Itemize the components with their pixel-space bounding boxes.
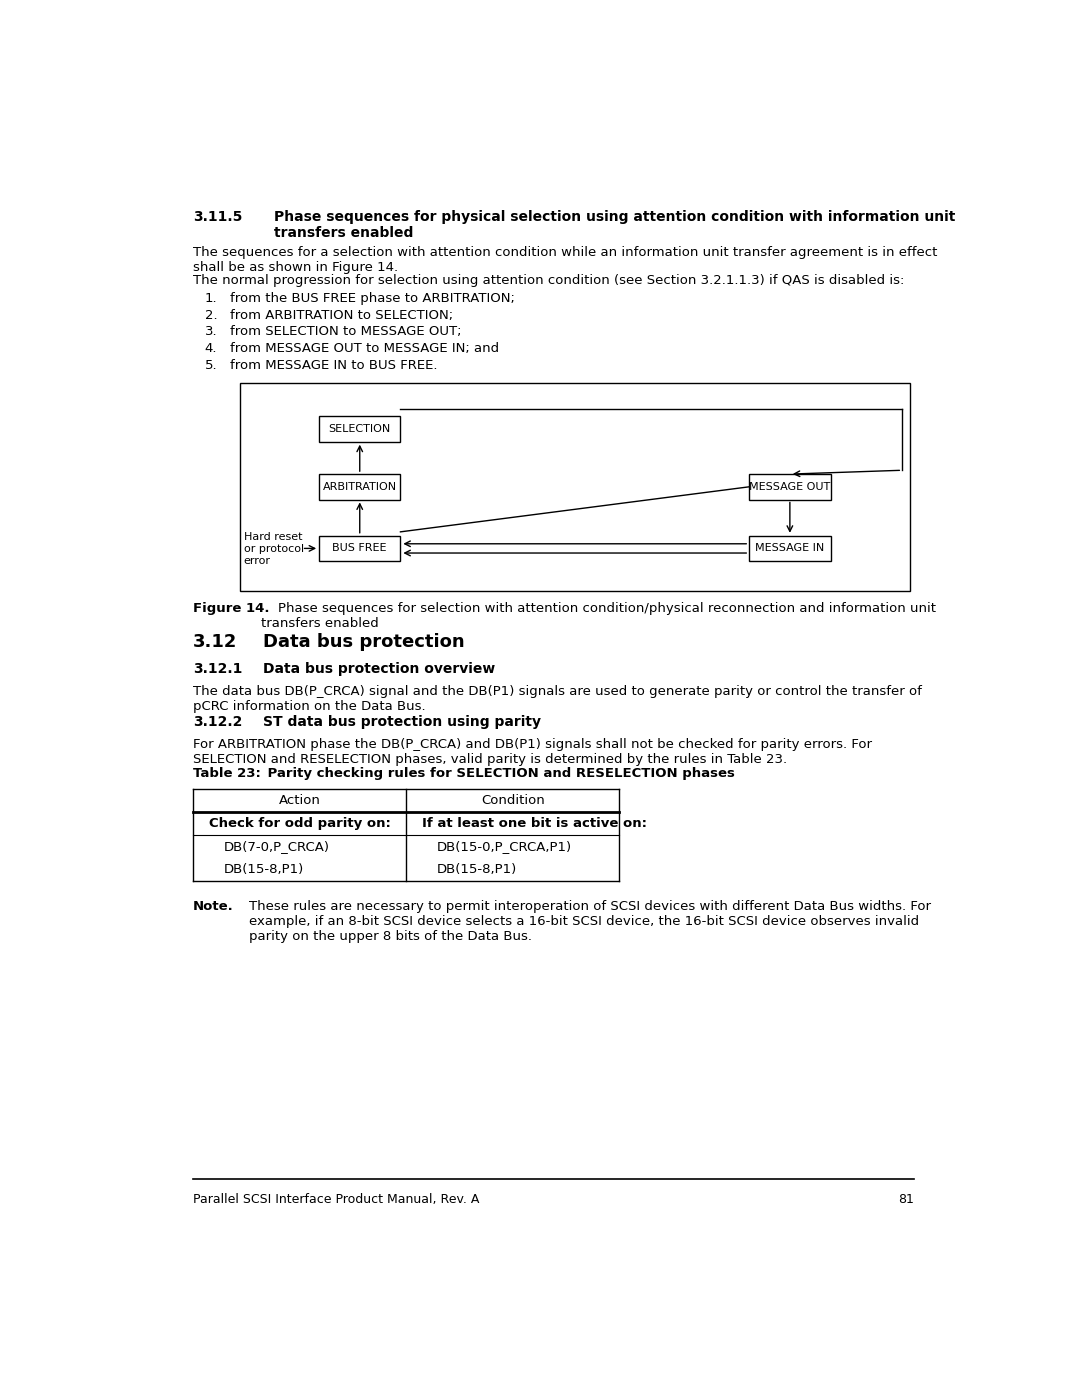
Text: 3.12.1: 3.12.1 xyxy=(193,662,243,676)
Text: Condition: Condition xyxy=(481,793,544,806)
Text: Data bus protection: Data bus protection xyxy=(262,633,464,651)
Text: 3.12: 3.12 xyxy=(193,633,238,651)
Text: Parity checking rules for SELECTION and RESELECTION phases: Parity checking rules for SELECTION and … xyxy=(248,767,734,780)
Text: Parallel SCSI Interface Product Manual, Rev. A: Parallel SCSI Interface Product Manual, … xyxy=(193,1193,480,1206)
Text: Check for odd parity on:: Check for odd parity on: xyxy=(208,817,391,830)
Text: DB(15-8,P1): DB(15-8,P1) xyxy=(225,863,305,876)
Text: 5.: 5. xyxy=(205,359,217,372)
Text: The sequences for a selection with attention condition while an information unit: The sequences for a selection with atten… xyxy=(193,246,937,274)
Text: from the BUS FREE phase to ARBITRATION;: from the BUS FREE phase to ARBITRATION; xyxy=(230,292,515,306)
Text: DB(7-0,P_CRCA): DB(7-0,P_CRCA) xyxy=(225,840,330,854)
Text: from MESSAGE IN to BUS FREE.: from MESSAGE IN to BUS FREE. xyxy=(230,359,437,372)
Text: Hard reset: Hard reset xyxy=(243,532,302,542)
Text: These rules are necessary to permit interoperation of SCSI devices with differen: These rules are necessary to permit inte… xyxy=(248,900,931,943)
Text: The normal progression for selection using attention condition (see Section 3.2.: The normal progression for selection usi… xyxy=(193,274,905,286)
Text: Phase sequences for physical selection using attention condition with informatio: Phase sequences for physical selection u… xyxy=(274,210,956,240)
Text: DB(15-8,P1): DB(15-8,P1) xyxy=(437,863,517,876)
Text: Note.: Note. xyxy=(193,900,234,914)
Text: MESSAGE OUT: MESSAGE OUT xyxy=(750,482,831,492)
Text: 81: 81 xyxy=(897,1193,914,1206)
Bar xyxy=(319,416,401,441)
Text: DB(15-0,P_CRCA,P1): DB(15-0,P_CRCA,P1) xyxy=(437,840,572,854)
Text: 3.12.2: 3.12.2 xyxy=(193,715,243,729)
Bar xyxy=(319,474,401,500)
Bar xyxy=(750,535,831,562)
Text: from SELECTION to MESSAGE OUT;: from SELECTION to MESSAGE OUT; xyxy=(230,326,462,338)
Text: Figure 14.: Figure 14. xyxy=(193,602,270,615)
Text: from MESSAGE OUT to MESSAGE IN; and: from MESSAGE OUT to MESSAGE IN; and xyxy=(230,342,499,355)
Text: The data bus DB(P_CRCA) signal and the DB(P1) signals are used to generate parit: The data bus DB(P_CRCA) signal and the D… xyxy=(193,686,922,714)
Text: 3.11.5: 3.11.5 xyxy=(193,210,243,224)
Text: 3.: 3. xyxy=(205,326,217,338)
Bar xyxy=(750,474,831,500)
Bar xyxy=(319,535,401,562)
Text: 2.: 2. xyxy=(205,309,217,321)
Text: from ARBITRATION to SELECTION;: from ARBITRATION to SELECTION; xyxy=(230,309,454,321)
Text: Table 23:: Table 23: xyxy=(193,767,261,780)
Text: 1.: 1. xyxy=(205,292,217,306)
Text: SELECTION: SELECTION xyxy=(328,425,391,434)
Text: Action: Action xyxy=(279,793,321,806)
Text: 4.: 4. xyxy=(205,342,217,355)
Bar xyxy=(240,383,910,591)
Text: For ARBITRATION phase the DB(P_CRCA) and DB(P1) signals shall not be checked for: For ARBITRATION phase the DB(P_CRCA) and… xyxy=(193,738,873,766)
Text: ARBITRATION: ARBITRATION xyxy=(323,482,396,492)
Text: MESSAGE IN: MESSAGE IN xyxy=(755,543,824,553)
Text: BUS FREE: BUS FREE xyxy=(333,543,387,553)
Text: Data bus protection overview: Data bus protection overview xyxy=(262,662,495,676)
Text: error: error xyxy=(243,556,270,566)
Text: Phase sequences for selection with attention condition/physical reconnection and: Phase sequences for selection with atten… xyxy=(261,602,936,630)
Text: Figure 14.    Phase sequences for selection with attention condition/physical re: Figure 14. Phase sequences for selection… xyxy=(193,602,934,630)
Text: or protocol: or protocol xyxy=(243,543,303,553)
Text: ST data bus protection using parity: ST data bus protection using parity xyxy=(262,715,541,729)
Text: If at least one bit is active on:: If at least one bit is active on: xyxy=(422,817,647,830)
